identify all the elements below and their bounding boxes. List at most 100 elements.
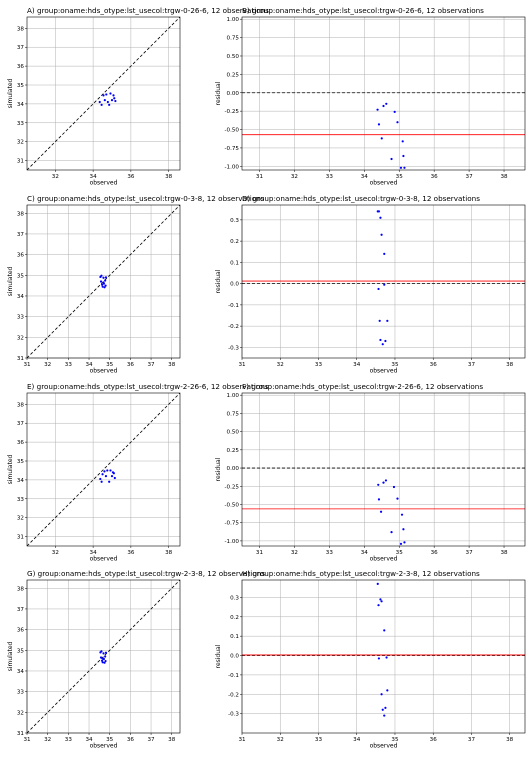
x-tick-label: 33 — [326, 174, 334, 180]
y-axis-label: residual — [215, 269, 222, 293]
x-tick-label: 38 — [165, 550, 173, 556]
data-point — [378, 657, 380, 659]
y-axis-label: simulated — [7, 78, 14, 108]
y-tick-label: 37 — [17, 421, 25, 427]
y-axis-label: residual — [215, 457, 222, 481]
y-tick-label: -0.1 — [228, 673, 239, 679]
data-point — [385, 656, 387, 658]
y-tick-label: 0.50 — [227, 54, 240, 60]
y-tick-label: 37 — [17, 607, 25, 613]
one-to-one-line — [27, 393, 180, 546]
data-point — [403, 167, 405, 169]
y-tick-label: 33 — [17, 690, 25, 696]
y-tick-label: 38 — [17, 402, 25, 408]
x-tick-label: 31 — [238, 737, 246, 743]
plot-area-a — [27, 17, 180, 170]
data-point — [100, 280, 102, 282]
data-point — [382, 709, 384, 711]
data-point — [102, 94, 104, 96]
data-point — [112, 94, 114, 96]
x-tick-label: 32 — [44, 362, 51, 368]
data-point — [104, 285, 106, 287]
y-tick-label: -0.50 — [225, 128, 240, 134]
data-point — [376, 109, 378, 111]
data-point — [382, 105, 384, 107]
y-axis-label: simulated — [7, 641, 14, 671]
data-point — [384, 340, 386, 342]
x-tick-label: 38 — [168, 737, 176, 743]
y-tick-label: 35 — [17, 459, 25, 465]
y-tick-label: -0.2 — [228, 324, 239, 330]
grid-b — [242, 17, 525, 170]
y-tick-label: 33 — [17, 497, 25, 503]
y-tick-label: -0.25 — [225, 484, 240, 490]
y-tick-label: 38 — [17, 26, 25, 32]
x-axis-label: observed — [370, 743, 398, 750]
x-tick-label: 36 — [430, 362, 438, 368]
data-point — [114, 477, 116, 479]
y-tick-label: 0.2 — [230, 239, 239, 245]
grid-f — [242, 393, 525, 546]
x-tick-label: 33 — [326, 550, 334, 556]
x-tick-label: 37 — [147, 362, 155, 368]
y-tick-label: 33 — [17, 315, 25, 321]
data-point — [379, 598, 381, 600]
data-point — [111, 99, 113, 101]
data-point — [101, 473, 103, 475]
x-tick-label: 32 — [277, 362, 284, 368]
x-tick-label: 38 — [500, 174, 508, 180]
x-tick-label: 36 — [127, 737, 135, 743]
x-tick-label: 36 — [127, 362, 135, 368]
y-tick-label: -1.00 — [225, 164, 240, 170]
x-tick-label: 33 — [65, 737, 73, 743]
data-point — [377, 583, 379, 585]
y-tick-label: -0.25 — [225, 109, 240, 115]
x-tick-label: 31 — [23, 362, 31, 368]
y-tick-label: 35 — [17, 273, 25, 279]
data-point — [104, 279, 106, 281]
y-axis-label: residual — [215, 644, 222, 668]
data-point — [102, 277, 104, 279]
panel-title: D) group:oname:hds_otype:lst_usecol:trgw… — [242, 194, 480, 203]
y-tick-label: -1.00 — [225, 539, 240, 545]
plot-area-e — [27, 393, 180, 546]
axes-frame — [242, 17, 525, 170]
data-point — [377, 288, 379, 290]
y-tick-label: 36 — [17, 628, 25, 634]
data-point — [383, 284, 385, 286]
data-point — [402, 528, 404, 530]
data-point — [394, 111, 396, 113]
x-axis-label: observed — [370, 180, 398, 187]
x-tick-label: 31 — [256, 550, 264, 556]
y-tick-label: 36 — [17, 253, 25, 259]
data-point — [401, 514, 403, 516]
plot-area-c — [27, 205, 180, 358]
x-axis-label: observed — [370, 556, 398, 563]
panel-title: G) group:oname:hds_otype:lst_usecol:trgw… — [27, 569, 265, 578]
data-point — [111, 475, 113, 477]
data-point — [382, 482, 384, 484]
data-point — [383, 714, 385, 716]
data-point — [402, 140, 404, 142]
data-point — [106, 469, 108, 471]
y-tick-label: 0.75 — [227, 36, 240, 42]
y-tick-label: -0.75 — [225, 146, 240, 152]
y-tick-label: 32 — [17, 710, 24, 716]
y-tick-label: -0.75 — [225, 521, 240, 527]
data-point — [379, 217, 381, 219]
plot-area-g — [27, 580, 180, 733]
y-tick-label: 0.00 — [227, 466, 240, 472]
x-axis-label: observed — [90, 368, 118, 375]
data-point — [102, 652, 104, 654]
y-tick-label: 32 — [17, 516, 24, 522]
y-tick-label: 0.50 — [227, 430, 240, 436]
data-point — [104, 660, 106, 662]
data-point — [107, 101, 109, 103]
data-point — [99, 101, 101, 103]
y-tick-label: 32 — [17, 335, 24, 341]
panel-title: B) group:oname:hds_otype:lst_usecol:trgw… — [242, 6, 484, 15]
data-point — [380, 600, 382, 602]
y-tick-label: -0.50 — [225, 502, 240, 508]
data-point — [102, 281, 104, 283]
y-axis-label: residual — [215, 81, 222, 105]
